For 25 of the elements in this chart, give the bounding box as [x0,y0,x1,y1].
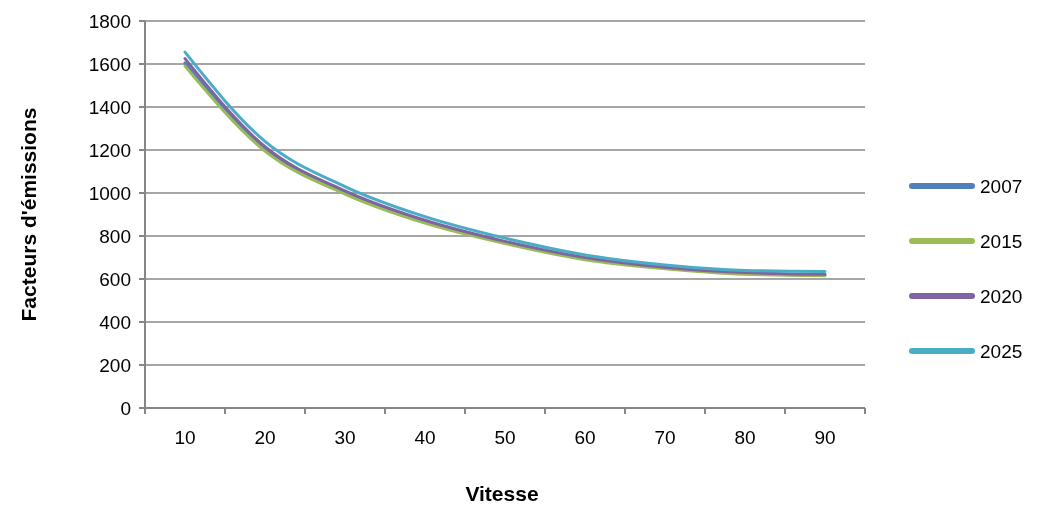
x-tick-label: 70 [654,427,676,448]
x-axis-title: Vitesse [465,482,539,505]
x-tick-label: 90 [814,427,836,448]
x-tick-label: 30 [334,427,356,448]
y-tick-label: 1800 [88,10,131,32]
legend-label: 2015 [980,230,1023,252]
legend-label: 2025 [980,340,1023,362]
x-tick-label: 80 [734,427,756,448]
y-tick-label: 800 [99,225,131,247]
x-tick-label: 60 [574,427,596,448]
y-tick-label: 1400 [88,96,131,118]
legend-label: 2007 [980,175,1023,197]
x-tick-label: 50 [494,427,516,448]
y-tick-label: 1200 [88,139,131,161]
y-tick-label: 200 [99,354,131,376]
y-tick-label: 1000 [88,182,131,204]
x-tick-label: 20 [254,427,276,448]
y-tick-label: 400 [99,311,131,333]
y-tick-label: 600 [99,268,131,290]
legend-label: 2020 [980,285,1023,307]
y-tick-label: 1600 [88,53,131,75]
x-tick-label: 10 [174,427,196,448]
y-axis-title: Facteurs d'émissions [17,107,40,322]
y-tick-label: 0 [120,397,131,419]
x-tick-label: 40 [414,427,436,448]
